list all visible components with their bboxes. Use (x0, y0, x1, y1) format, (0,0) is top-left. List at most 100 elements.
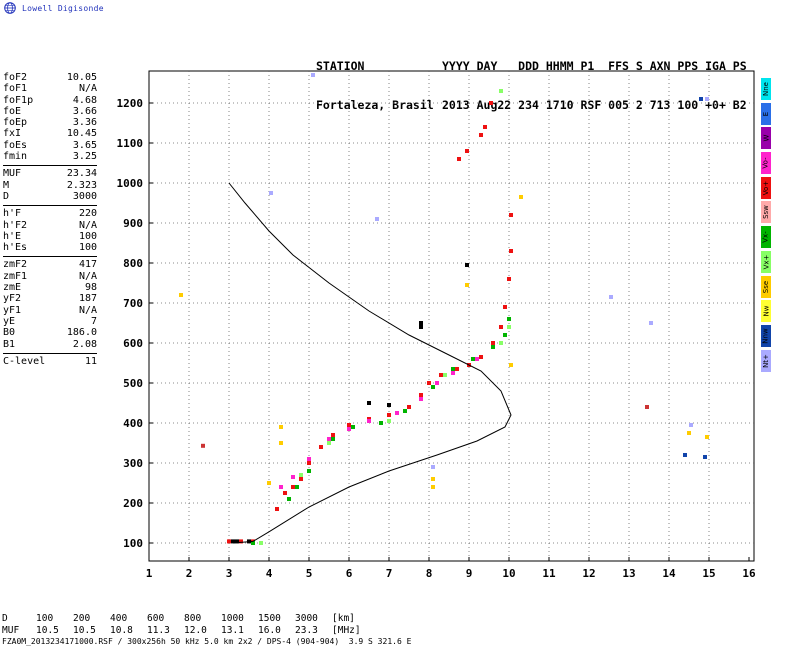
data-point (295, 485, 299, 489)
param-value: N/A (78, 83, 97, 95)
legend-item: E (761, 102, 771, 125)
param-value: N/A (78, 219, 97, 231)
data-point (465, 263, 469, 267)
param-row: fmin 3.25 (3, 151, 97, 162)
x-tick-label: 13 (622, 567, 635, 580)
param-value: 2.323 (66, 179, 97, 191)
data-point (427, 381, 431, 385)
param-name: foEp (3, 117, 28, 129)
param-value: 23.34 (66, 168, 97, 180)
muf-cell: 10.5 (36, 624, 59, 636)
data-point (291, 485, 295, 489)
muf-table-muf-row: MUF 10.5 10.5 10.8 11.3 12.0 13.1 16.0 23.3 [MHz] (2, 625, 372, 637)
param-row: D 3000 (3, 191, 97, 202)
param-value: 3.25 (72, 151, 97, 163)
data-point (395, 411, 399, 415)
scaled-parameters-panel: foF2 10.05 foF1 N/A foF1p 4.68 foE 3.66 foEp 3.36… (3, 72, 97, 367)
param-separator (3, 205, 97, 207)
data-point (259, 541, 263, 545)
legend-item: Nne (761, 78, 771, 100)
y-tick-label: 700 (123, 297, 143, 310)
data-point (705, 97, 709, 101)
muf-cell: 11.3 (147, 624, 170, 636)
param-name: foF2 (3, 72, 28, 83)
data-point (703, 455, 707, 459)
param-row: C-level 11 (3, 356, 97, 367)
data-point (367, 401, 371, 405)
data-point (649, 321, 653, 325)
data-point (407, 405, 411, 409)
data-point (491, 341, 495, 345)
param-name: yF2 (3, 293, 22, 305)
param-row: foF2 10.05 (3, 72, 97, 83)
param-row: fxI 10.45 (3, 128, 97, 139)
data-point (287, 497, 291, 501)
muf-cell: 400 (110, 613, 128, 624)
param-row: h'F2 N/A (3, 220, 97, 231)
param-value: 100 (78, 230, 97, 242)
globe-icon (4, 2, 16, 14)
data-point (419, 397, 423, 401)
data-point (699, 97, 703, 101)
x-tick-label: 9 (466, 567, 473, 580)
data-point (419, 325, 423, 329)
data-point (319, 445, 323, 449)
param-name: zmF1 (3, 270, 28, 282)
param-name: h'F (3, 208, 22, 220)
x-tick-label: 14 (662, 567, 676, 580)
y-tick-label: 200 (123, 497, 143, 510)
data-point (279, 441, 283, 445)
data-point (451, 371, 455, 375)
data-point (375, 217, 379, 221)
data-point (509, 363, 513, 367)
x-tick-label: 3 (226, 567, 233, 580)
data-point (475, 357, 479, 361)
param-value: 98 (84, 282, 97, 294)
y-tick-label: 1100 (117, 137, 144, 150)
data-point (275, 507, 279, 511)
param-row: zmF1 N/A (3, 271, 97, 282)
data-point (403, 409, 407, 413)
data-point (387, 403, 391, 407)
param-name: D (3, 190, 10, 202)
param-name: M (3, 179, 10, 191)
muf-cell: 3000 (295, 613, 318, 624)
data-point (689, 423, 693, 427)
param-row: foEs 3.65 (3, 140, 97, 151)
data-point (269, 191, 273, 195)
data-point (499, 341, 503, 345)
param-value: 7 (90, 315, 97, 327)
param-name: fxI (3, 128, 22, 140)
data-point (483, 125, 487, 129)
data-point (609, 295, 613, 299)
data-point (507, 317, 511, 321)
param-row: zmF2 417 (3, 259, 97, 270)
data-point (327, 437, 331, 441)
data-point (351, 425, 355, 429)
data-point (431, 485, 435, 489)
param-row: yF1 N/A (3, 305, 97, 316)
x-tick-label: 2 (186, 567, 193, 580)
data-point (379, 421, 383, 425)
data-point (267, 481, 271, 485)
y-tick-label: 300 (123, 457, 143, 470)
data-point (465, 149, 469, 153)
data-point (499, 325, 503, 329)
param-row: zmE 98 (3, 282, 97, 293)
data-point (307, 469, 311, 473)
param-name: B0 (3, 327, 16, 339)
legend-item: Vo+ (761, 176, 771, 199)
param-value: 186.0 (66, 327, 97, 339)
y-tick-label: 1200 (117, 97, 144, 110)
legend-item: Nw (761, 300, 771, 323)
param-value: 10.05 (66, 72, 97, 83)
param-row: yF2 187 (3, 293, 97, 304)
data-point (503, 333, 507, 337)
data-point (705, 435, 709, 439)
data-point (311, 73, 315, 77)
param-value: 220 (78, 208, 97, 220)
param-name: MUF (3, 168, 22, 180)
data-point (507, 325, 511, 329)
y-tick-label: 900 (123, 217, 143, 230)
param-value: 100 (78, 242, 97, 254)
